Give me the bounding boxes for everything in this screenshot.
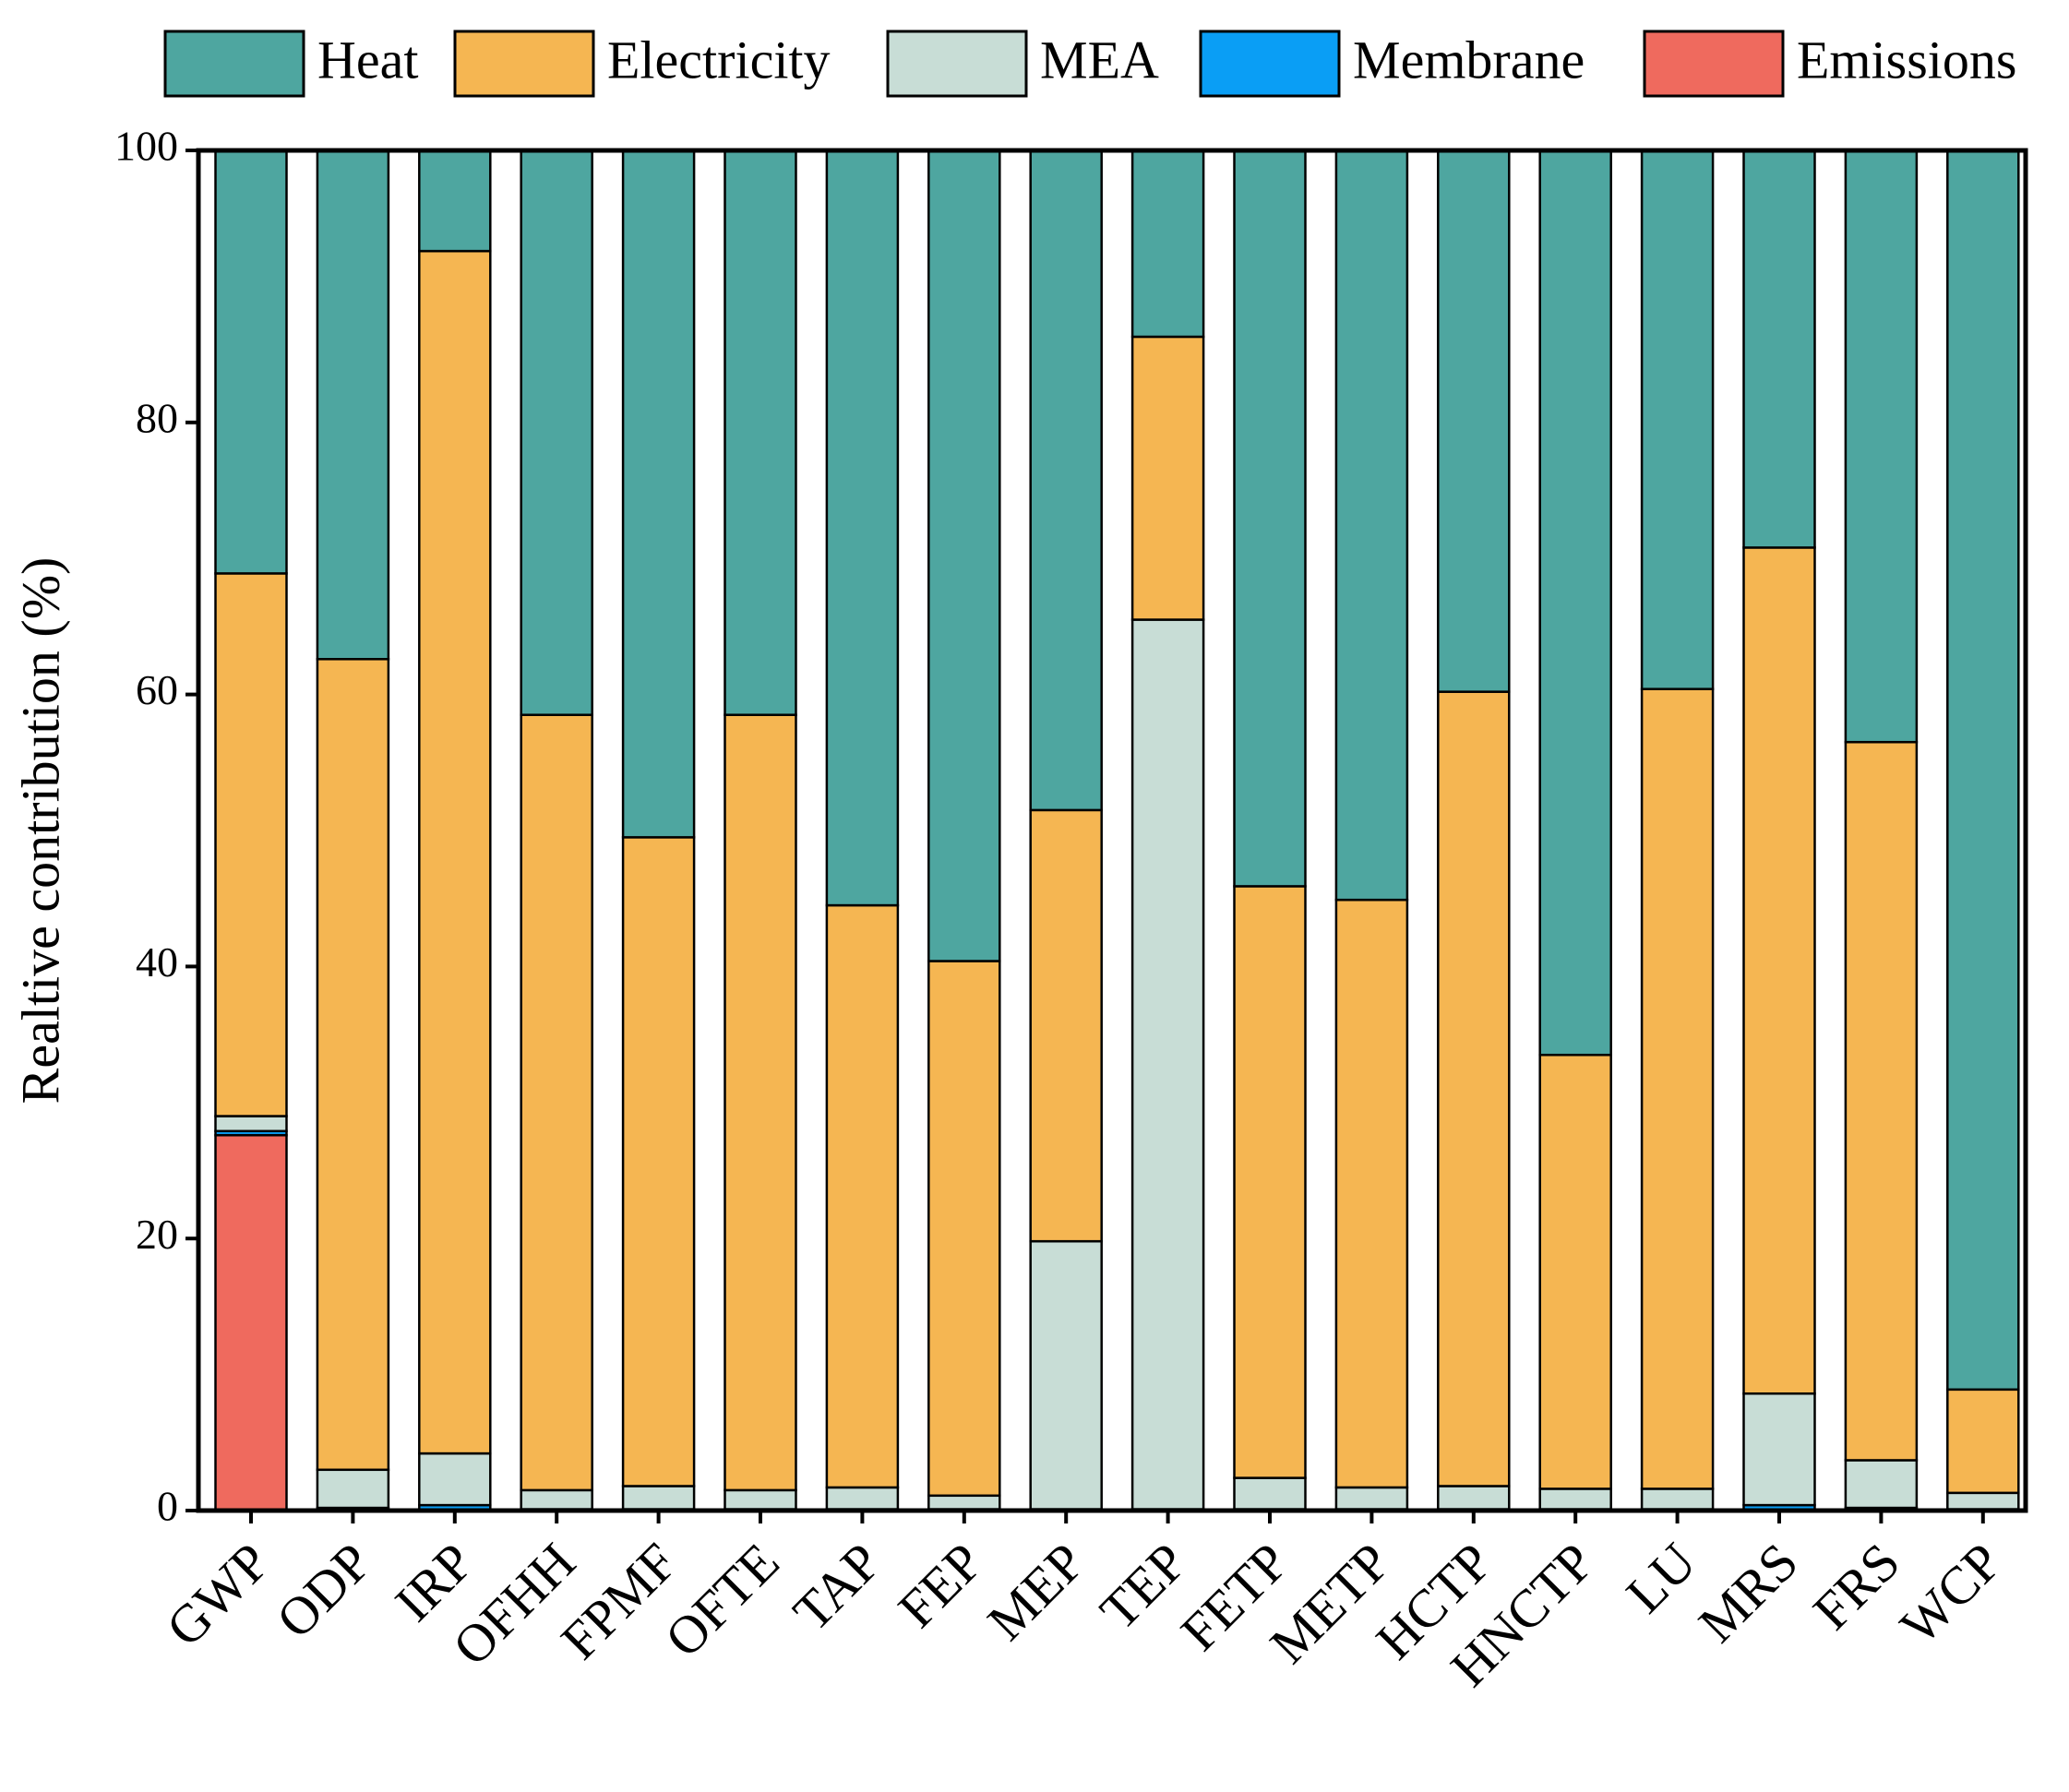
y-tick-label: 40 (136, 938, 178, 986)
x-tick-label: GWP (155, 1532, 281, 1658)
bar-segment (1437, 690, 1511, 1487)
y-tick-label: 20 (136, 1211, 178, 1258)
bar-segment (1334, 1486, 1409, 1511)
legend-label: Emissions (1797, 30, 2017, 90)
bar-segment (1334, 149, 1409, 902)
bar-segment (1640, 687, 1715, 1490)
bar-segment (1538, 149, 1612, 1057)
bar-segment (214, 1133, 288, 1512)
bar-segment (1437, 1485, 1511, 1511)
bar-segment (1844, 740, 1919, 1462)
bar-segment (1844, 1459, 1919, 1510)
bar-segment (825, 149, 900, 907)
bar-segment (621, 836, 696, 1487)
bar-segment (1233, 149, 1307, 888)
bar-segment (927, 960, 1001, 1498)
bar-segment (1538, 1487, 1612, 1511)
legend-swatch (163, 30, 305, 98)
bar-segment (1437, 149, 1511, 693)
bar-segment (1029, 808, 1103, 1243)
bar-segment (316, 658, 390, 1472)
legend-label: Membrane (1353, 30, 1585, 90)
bar-segment (214, 149, 288, 575)
bar-segment (1742, 149, 1816, 549)
bar-segment (520, 1488, 593, 1511)
bar-segment (1130, 149, 1205, 339)
legend-label: Electricity (607, 30, 831, 90)
bar-segment (1844, 149, 1919, 744)
bar-segment (418, 1452, 492, 1507)
bar-segment (1946, 1388, 2020, 1495)
legend-swatch (1199, 30, 1341, 98)
plot-frame (196, 148, 2028, 1513)
x-tick-label: FEP (887, 1532, 995, 1640)
bar-segment (1233, 1476, 1307, 1511)
y-tick-label: 100 (114, 123, 178, 170)
bar-segment (1742, 1392, 1816, 1507)
bar-segment (1130, 618, 1205, 1511)
y-tick-label: 0 (157, 1483, 178, 1530)
bar-segment (621, 149, 696, 839)
bar-segment (1538, 1053, 1612, 1490)
y-tick-label: 60 (136, 666, 178, 713)
bar-segment (825, 903, 900, 1489)
bar-segment (927, 1494, 1001, 1511)
bar-segment (1029, 149, 1103, 812)
x-tick-label: WCP (1889, 1532, 2014, 1656)
bar-segment (520, 713, 593, 1492)
legend-label: MEA (1040, 30, 1159, 90)
x-tick-label: FPMF (549, 1532, 688, 1671)
bar-segment (316, 1468, 390, 1510)
bar-segment (724, 713, 797, 1492)
legend-label: Heat (317, 30, 419, 90)
bar-segment (1946, 149, 2020, 1392)
bar-segment (1742, 546, 1816, 1395)
y-axis-label: Realtive contribution (%) (10, 557, 70, 1105)
x-tick-label: OFTE (653, 1532, 790, 1668)
y-tick-label: 80 (136, 394, 178, 441)
x-tick-label: MRS (1687, 1532, 1810, 1655)
x-tick-label: METP (1259, 1532, 1402, 1675)
bar-segment (1946, 1491, 2020, 1511)
bar-segment (1130, 335, 1205, 621)
bar-segment (927, 149, 1001, 962)
bar-segment (1334, 898, 1409, 1489)
bar-segment (316, 149, 390, 661)
bar-segment (825, 1486, 900, 1511)
bar-segment (724, 1488, 797, 1511)
bar-segment (724, 149, 797, 716)
bar-segment (214, 572, 288, 1117)
x-tick-label: FRS (1801, 1532, 1911, 1642)
bar-segment (1233, 885, 1307, 1479)
bar-segment (214, 1115, 288, 1133)
bar-segment (418, 149, 492, 253)
bar-segment (1640, 149, 1715, 690)
legend-swatch (1643, 30, 1785, 98)
x-tick-label: MEP (976, 1532, 1096, 1652)
bar-segment (520, 149, 593, 716)
x-tick-label: ODP (265, 1532, 383, 1650)
bar-segment (1640, 1487, 1715, 1511)
legend-swatch (886, 30, 1028, 98)
bar-segment (1029, 1239, 1103, 1511)
x-tick-label: TAP (782, 1532, 892, 1643)
legend-swatch (453, 30, 595, 98)
bar-segment (621, 1485, 696, 1511)
bar-segment (418, 249, 492, 1455)
